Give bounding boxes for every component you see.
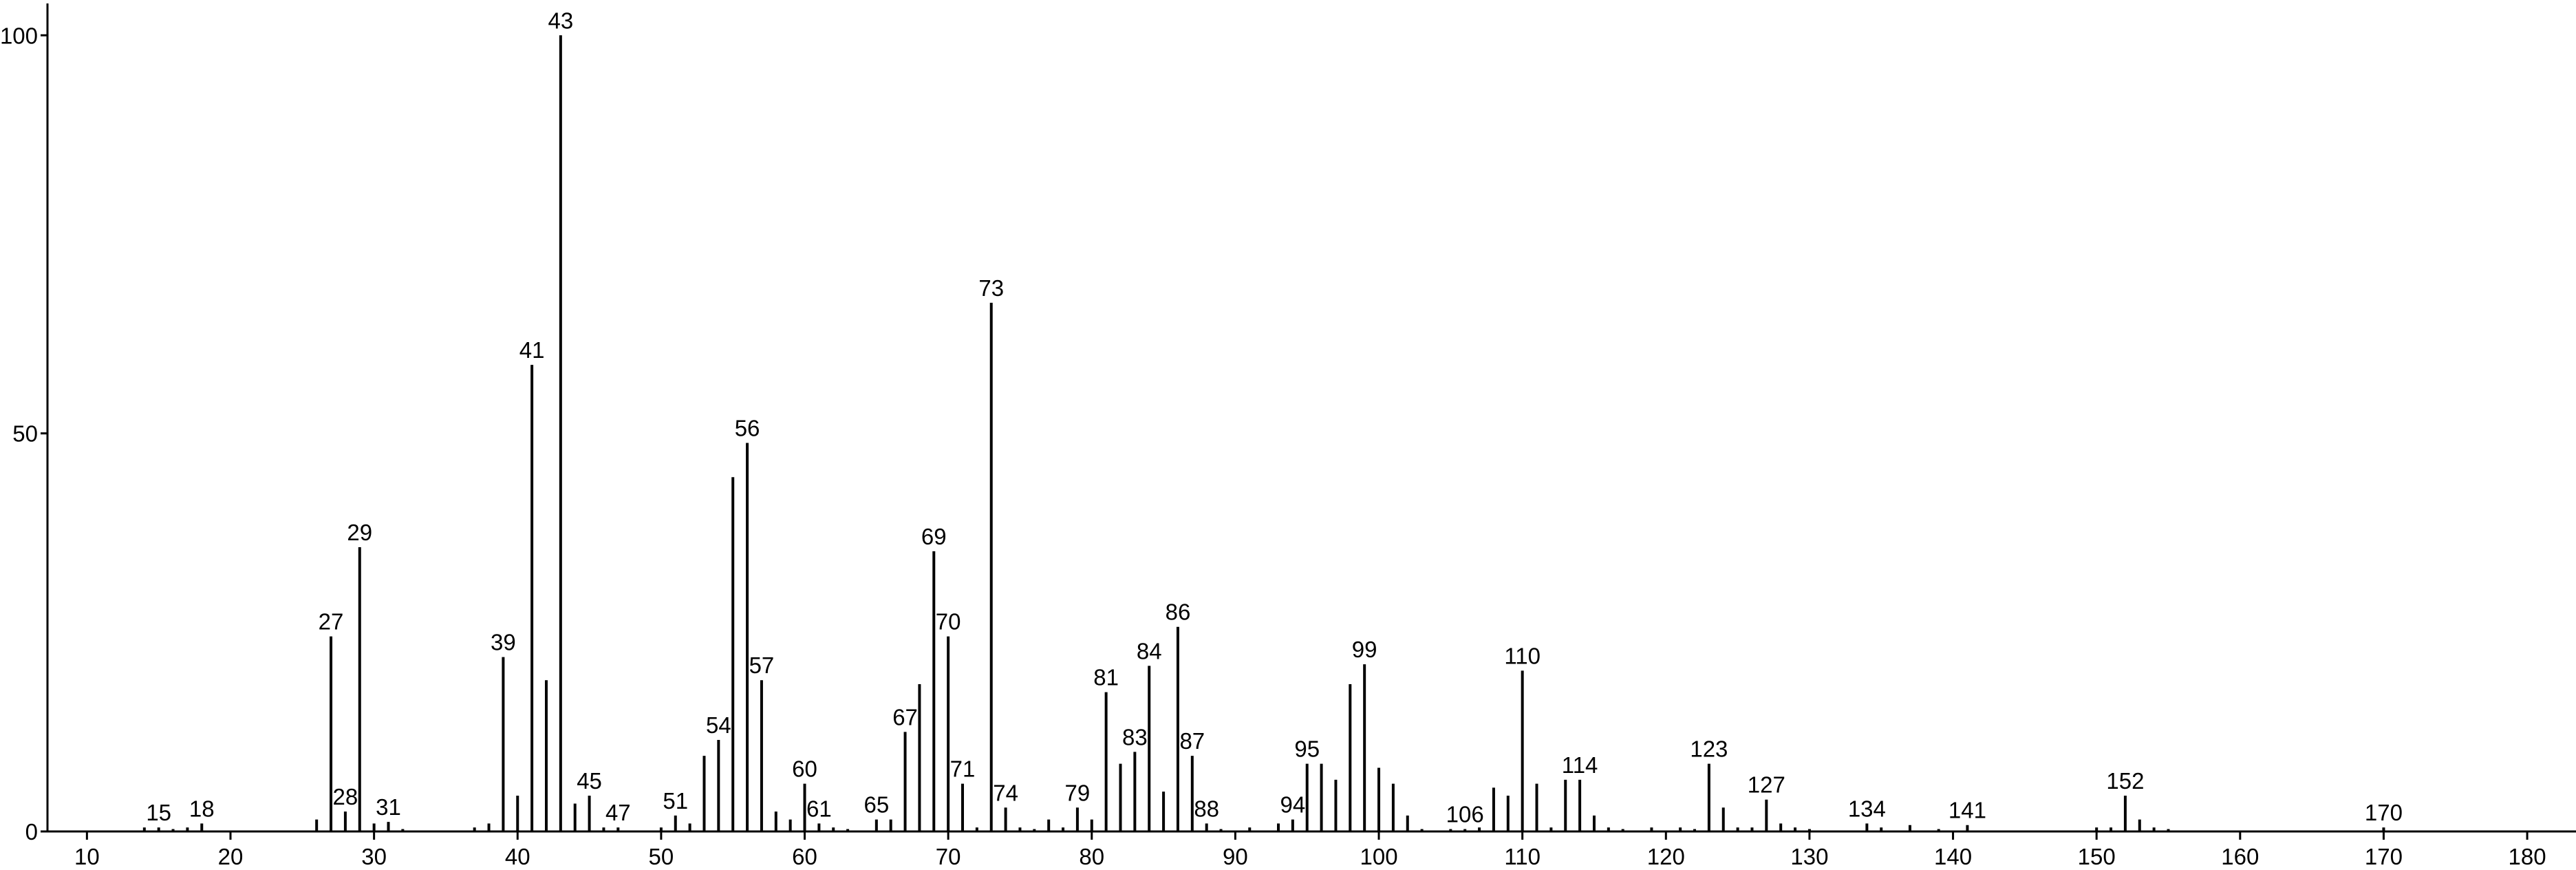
- peak-label: 60: [792, 756, 817, 782]
- x-tick-label: 120: [1647, 844, 1685, 869]
- peak-label: 84: [1137, 638, 1162, 664]
- peak-label: 106: [1446, 802, 1484, 827]
- peak-label: 69: [921, 524, 947, 549]
- peak-label: 70: [936, 609, 961, 635]
- peak-label: 83: [1122, 724, 1148, 750]
- y-tick-label: 100: [0, 23, 38, 48]
- peak-label: 81: [1093, 665, 1119, 690]
- peak-label: 71: [950, 756, 976, 782]
- peak-label: 15: [146, 800, 171, 825]
- peak-label: 27: [319, 609, 344, 635]
- peak-label: 67: [892, 704, 918, 730]
- peak-label: 134: [1848, 796, 1886, 821]
- x-tick-label: 80: [1079, 844, 1104, 869]
- peak-label: 41: [519, 337, 545, 363]
- peak-label: 74: [993, 780, 1018, 805]
- x-tick-label: 150: [2078, 844, 2116, 869]
- peak-label: 61: [806, 796, 832, 821]
- x-tick-label: 100: [1360, 844, 1398, 869]
- peak-label: 127: [1748, 772, 1785, 798]
- peak-label: 152: [2106, 768, 2144, 794]
- x-tick-label: 180: [2509, 844, 2546, 869]
- peak-label: 51: [663, 788, 688, 814]
- peak-label: 56: [735, 416, 760, 441]
- peak-label: 45: [577, 768, 602, 794]
- peak-label: 29: [347, 520, 372, 545]
- x-tick-label: 20: [218, 844, 244, 869]
- peak-label: 95: [1294, 736, 1320, 762]
- x-tick-label: 70: [936, 844, 961, 869]
- x-tick-label: 10: [74, 844, 100, 869]
- peak-label: 65: [863, 792, 889, 818]
- x-tick-label: 60: [792, 844, 817, 869]
- peak-label: 47: [605, 800, 631, 825]
- peak-label: 86: [1166, 600, 1191, 625]
- x-tick-label: 170: [2365, 844, 2403, 869]
- x-tick-label: 40: [505, 844, 530, 869]
- peak-label: 114: [1562, 752, 1598, 778]
- peak-label: 110: [1504, 643, 1541, 668]
- peak-label: 99: [1352, 637, 1377, 662]
- peak-label: 79: [1065, 780, 1091, 805]
- x-tick-label: 160: [2221, 844, 2259, 869]
- peak-label: 141: [1949, 798, 1986, 823]
- peak-label: 28: [333, 784, 358, 809]
- peak-label: 57: [749, 652, 775, 678]
- y-tick-label: 50: [12, 421, 38, 447]
- peak-label: 39: [491, 630, 516, 655]
- peak-label: 31: [376, 794, 401, 820]
- y-tick-label: 0: [25, 819, 38, 845]
- x-tick-label: 140: [1934, 844, 1972, 869]
- peak-label: 170: [2365, 800, 2403, 825]
- x-tick-label: 30: [361, 844, 387, 869]
- peak-label: 43: [548, 8, 573, 33]
- peak-label: 94: [1280, 792, 1305, 818]
- x-tick-label: 130: [1790, 844, 1828, 869]
- peak-label: 88: [1194, 796, 1219, 821]
- x-tick-label: 110: [1504, 844, 1541, 869]
- peak-label: 54: [706, 712, 731, 738]
- peak-label: 73: [978, 275, 1004, 301]
- x-tick-label: 90: [1223, 844, 1248, 869]
- x-tick-label: 50: [649, 844, 674, 869]
- peak-label: 123: [1690, 736, 1728, 762]
- peak-label: 18: [189, 796, 215, 821]
- peak-label: 87: [1179, 728, 1205, 754]
